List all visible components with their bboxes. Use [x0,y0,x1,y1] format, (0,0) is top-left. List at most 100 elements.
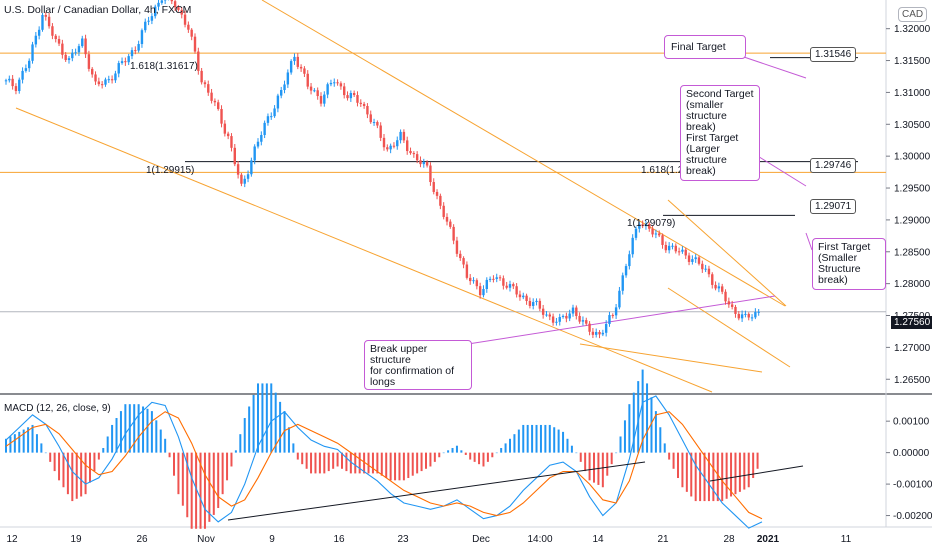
macd-histogram-bar [685,452,688,492]
price-tick-label: 1.26500 [894,375,931,386]
macd-histogram-bar [341,452,343,469]
macd-histogram-bar [672,452,675,469]
candle-body [462,258,465,265]
macd-histogram-bar [190,452,193,529]
macd-histogram-bar [451,448,454,453]
chart-title: U.S. Dollar / Canadian Dollar, 4h, FXCM [4,4,192,16]
candle-body [492,278,495,280]
candle-body [691,259,694,262]
macd-histogram-bar [473,452,476,462]
macd-histogram-bar [588,452,591,481]
macd-histogram-bar [526,424,529,453]
macd-histogram-bar [730,452,733,497]
time-tick-label: 28 [723,534,735,545]
macd-histogram-bar [221,452,224,495]
annotation-first-target[interactable]: First Target (Smaller Structure break) [812,238,886,290]
currency-badge[interactable]: CAD [898,7,928,22]
macd-histogram-bar [455,445,458,453]
candle-body [64,54,67,61]
callout-1-29071[interactable]: 1.29071 [810,199,857,214]
macd-histogram-bar [548,424,551,453]
candle-body [525,295,528,302]
macd-histogram-bar [252,394,255,453]
macd-histogram-bar [27,427,30,453]
macd-histogram-bar [13,434,16,453]
candle-body [439,195,442,206]
macd-histogram-bar [606,452,609,476]
macd-histogram-bar [615,452,618,454]
candle-body [333,82,336,84]
macd-histogram-bar [601,452,604,488]
candle-body [541,308,545,315]
candle-body [548,314,551,317]
macd-histogram-bar [562,431,565,453]
macd-trendline-2 [709,465,804,482]
candle-body [18,79,21,92]
candle-body [687,255,691,262]
candle-body [180,9,183,15]
candle-body [177,7,180,10]
macd-histogram-bar [314,452,317,474]
candle-body [667,245,671,251]
macd-histogram-bar [469,452,472,460]
candle-body [67,58,71,61]
macd-histogram-bar [349,452,352,474]
time-tick-label: Nov [197,534,215,545]
price-tick-label: 1.29000 [894,215,931,226]
macd-histogram-bar [203,452,206,529]
candle-body [150,16,154,21]
callout-1-31546[interactable]: 1.31546 [810,47,857,62]
macd-histogram-bar [146,408,149,453]
candle-body [220,108,223,124]
candle-body [664,244,668,251]
channel-upper [667,199,787,307]
candle-body [614,307,618,316]
candle-body [459,253,462,259]
ann-break-line: longs [370,376,396,388]
candle-body [273,108,276,117]
candle-body [532,302,535,306]
candle-body [200,70,203,83]
annotation-break-upper[interactable]: Break upper structure for confirmation o… [364,340,472,390]
candle-body [147,20,150,22]
candle-body [61,43,64,55]
macd-histogram-bar [389,452,392,481]
candle-body [144,21,147,31]
macd-histogram-bar [44,452,47,454]
candle-body [551,316,555,323]
candle-body [694,257,697,260]
annotation-second-target[interactable]: Second Target (smaller structure break) … [680,85,760,181]
candle-body [389,145,392,150]
candle-body [505,285,508,288]
candle-body [644,224,648,227]
macd-histogram-bar [217,452,220,509]
macd-histogram-bar [734,452,737,495]
candle-body [154,6,157,17]
macd-histogram-bar [544,424,547,453]
time-tick-label: 26 [136,534,148,545]
macd-histogram-bar [610,452,613,465]
candle-body [571,307,575,314]
candle-body [535,300,538,303]
price-tick-label: 1.29500 [894,184,931,195]
macd-histogram-bar [168,452,171,458]
candle-body [223,123,227,134]
candle-body [313,90,316,92]
callout-1-29746[interactable]: 1.29746 [810,158,857,173]
macd-histogram-bar [9,436,12,453]
candle-body [376,122,379,126]
fib-label-1-618-a: 1.618(1.31617) [130,61,198,72]
candle-body [190,29,193,37]
macd-histogram-bar [305,452,308,469]
drawing-lines-layer [0,0,886,393]
macd-histogram-bar [22,429,25,453]
candle-body [44,14,47,17]
time-tick-label: 21 [657,534,669,545]
candle-body [396,140,399,147]
annotation-final-target[interactable]: Final Target [664,35,746,59]
candle-body [734,306,737,314]
candle-body [183,14,187,25]
macd-histogram-bar [411,452,414,476]
